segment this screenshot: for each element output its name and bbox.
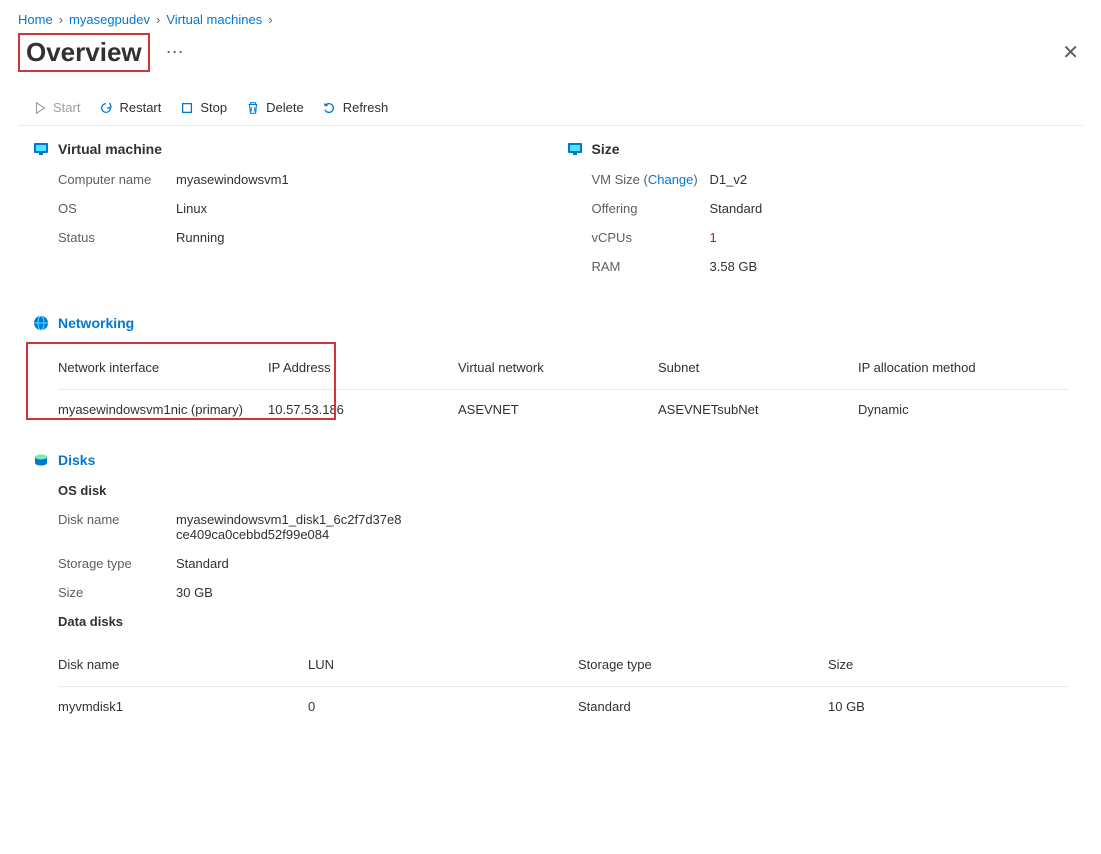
ip-value: 10.57.53.186 [268,390,458,430]
change-size-link[interactable]: Change [648,172,694,187]
col-subnet: Subnet [658,346,858,390]
vm-icon [32,140,50,158]
col-nic: Network interface [58,346,268,390]
col-storage: Storage type [578,643,828,687]
data-disk-name: myvmdisk1 [58,687,308,727]
disk-size-label: Size [58,585,176,600]
storage-type-label: Storage type [58,556,176,571]
table-row: myvmdisk1 0 Standard 10 GB [58,687,1069,727]
refresh-icon [322,100,337,115]
stop-label: Stop [200,100,227,115]
computer-name-label: Computer name [58,172,176,187]
os-label: OS [58,201,176,216]
disks-icon [32,451,50,469]
close-button[interactable]: ✕ [1058,36,1083,69]
os-disk-heading: OS disk [58,483,1069,498]
networking-heading[interactable]: Networking [32,314,1069,332]
disk-name-label: Disk name [58,512,176,542]
data-disk-size: 10 GB [828,687,1069,727]
vnet-value: ASEVNET [458,390,658,430]
refresh-label: Refresh [343,100,389,115]
stop-icon [179,100,194,115]
os-value: Linux [176,201,207,216]
start-label: Start [53,100,80,115]
restart-button[interactable]: Restart [98,100,161,115]
breadcrumb-home[interactable]: Home [18,12,53,27]
offering-label: Offering [592,201,710,216]
size-icon [566,140,584,158]
delete-label: Delete [266,100,304,115]
disks-heading[interactable]: Disks [32,451,1069,469]
breadcrumb: Home › myasegpudev › Virtual machines › [18,12,1083,27]
data-disk-lun: 0 [308,687,578,727]
chevron-right-icon: › [156,12,160,27]
data-disks-heading: Data disks [58,614,1069,629]
vmsize-value: D1_v2 [710,172,748,187]
status-value: Running [176,230,224,245]
computer-name-value: myasewindowsvm1 [176,172,289,187]
disk-size-value: 30 GB [176,585,213,600]
col-alloc: IP allocation method [858,346,1069,390]
col-size: Size [828,643,1069,687]
data-disks-table: Disk name LUN Storage type Size myvmdisk… [58,643,1069,726]
networking-table: Network interface IP Address Virtual net… [58,346,1069,429]
toolbar: Start Restart Stop Delete Refresh [18,86,1083,126]
chevron-right-icon: › [59,12,63,27]
vcpus-value: 1 [710,230,717,245]
more-menu-button[interactable]: ⋯ [160,42,190,63]
play-icon [32,100,47,115]
ram-label: RAM [592,259,710,274]
delete-icon [245,100,260,115]
table-row: myasewindowsvm1nic (primary) 10.57.53.18… [58,390,1069,430]
col-ip: IP Address [268,346,458,390]
col-disk-name: Disk name [58,643,308,687]
vmsize-label: VM Size (Change) [592,172,710,187]
chevron-right-icon: › [268,12,272,27]
data-disk-storage: Standard [578,687,828,727]
page-title: Overview [18,33,150,72]
vcpus-label: vCPUs [592,230,710,245]
stop-button[interactable]: Stop [179,100,227,115]
restart-icon [98,100,113,115]
status-label: Status [58,230,176,245]
nic-value: myasewindowsvm1nic (primary) [58,390,268,430]
vm-section-heading: Virtual machine [32,140,536,158]
restart-label: Restart [119,100,161,115]
col-lun: LUN [308,643,578,687]
networking-icon [32,314,50,332]
disk-name-value: myasewindowsvm1_disk1_6c2f7d37e8ce409ca0… [176,512,406,542]
alloc-value: Dynamic [858,390,1069,430]
breadcrumb-account[interactable]: myasegpudev [69,12,150,27]
breadcrumb-vms[interactable]: Virtual machines [166,12,262,27]
col-vnet: Virtual network [458,346,658,390]
offering-value: Standard [710,201,763,216]
delete-button[interactable]: Delete [245,100,304,115]
start-button[interactable]: Start [32,100,80,115]
ram-value: 3.58 GB [710,259,758,274]
size-section-heading: Size [566,140,1070,158]
storage-type-value: Standard [176,556,229,571]
subnet-value: ASEVNETsubNet [658,390,858,430]
refresh-button[interactable]: Refresh [322,100,389,115]
